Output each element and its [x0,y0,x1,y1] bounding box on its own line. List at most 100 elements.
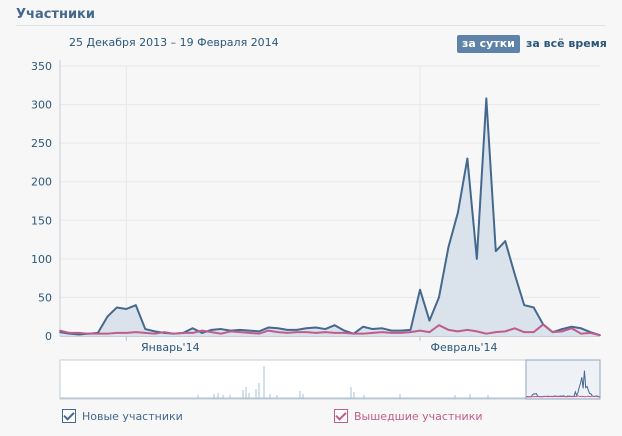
data-point-new [513,273,516,276]
legend-left-members[interactable]: Вышедшие участники [334,409,483,424]
series-points-left [59,323,601,337]
data-point-new [580,327,582,330]
data-point-left [457,330,459,333]
data-point-left [239,331,241,333]
data-point-left [476,330,478,333]
data-point-left [494,331,497,333]
data-point-new [343,329,346,332]
data-point-new [239,329,241,331]
data-point-left [97,332,99,335]
data-point-new [400,329,402,332]
data-point-new [561,328,563,330]
data-point-new [371,328,374,330]
data-point-new [324,328,327,330]
data-point-left [352,332,355,335]
data-point-left [153,332,156,335]
data-point-new [201,332,203,334]
data-point-left [182,332,184,334]
data-point-new [78,333,80,336]
data-point-left [201,329,203,332]
data-point-left [551,331,554,333]
data-point-left [419,329,421,332]
data-point-left [580,332,582,335]
data-point-new [438,296,440,299]
y-tick-label: 100 [31,253,52,266]
data-point-left [267,329,270,332]
navigator-frame [59,359,601,400]
data-point-new [419,288,421,291]
data-point-left [362,332,364,335]
data-point-left [59,329,61,332]
y-tick-label: 350 [31,60,52,73]
all-time-button[interactable]: за всё время [526,37,607,50]
data-point-left [220,332,222,335]
data-point-new [447,246,450,249]
legend-new-label: Новые участники [82,410,183,423]
series-line-left [59,323,601,337]
data-point-new [106,315,109,318]
data-point-left [144,332,147,334]
data-point-left [438,324,440,327]
data-point-new [476,258,478,260]
legend-new-members[interactable]: Новые участники [62,409,183,424]
data-point-new [390,329,393,332]
data-point-left [125,332,128,334]
data-point-new [428,319,431,322]
data-point-left [163,331,166,333]
data-point-new [504,240,507,242]
y-tick-label: 50 [38,291,52,304]
data-point-left [589,332,592,334]
data-point-new [191,327,194,330]
data-point-new [381,327,383,330]
data-point-left [277,331,279,333]
data-point-left [229,330,232,333]
data-point-left [286,332,289,334]
data-point-left [68,332,71,334]
x-tick-label: Январь'14 [141,341,200,354]
data-point-left [561,330,563,333]
data-point-left [106,332,109,335]
date-range-label: 25 Декабря 2013 – 19 Февраля 2014 [69,36,279,49]
data-point-new [125,308,128,310]
data-point-new [305,327,308,330]
data-point-new [466,157,469,160]
checkbox-checked-icon[interactable] [62,409,76,423]
checkbox-checked-icon[interactable] [334,409,348,423]
data-point-left [333,332,336,334]
series-area-new [60,98,600,337]
data-point-left [542,323,544,326]
navigator-series-left [525,395,601,398]
y-tick-label: 300 [31,99,52,112]
data-point-left [305,331,308,333]
per-day-button[interactable]: за сутки [457,35,520,53]
data-point-new [59,331,61,333]
navigator-window [525,359,601,400]
data-point-new [457,211,459,214]
legend-left-label: Вышедшие участники [354,410,483,423]
data-point-left [324,331,327,333]
x-tick-label: Февраль'14 [431,341,498,354]
data-point-new [523,304,526,306]
data-point-left [532,331,535,333]
data-point-new [362,325,364,328]
data-point-left [485,332,488,335]
data-point-left [343,332,346,334]
data-point-left [504,330,507,333]
data-point-left [371,332,374,334]
data-point-new [409,329,412,331]
data-point-left [400,332,402,334]
data-point-new [485,97,488,100]
data-point-left [523,331,526,333]
data-point-left [390,332,393,334]
page-title: Участники [16,7,95,22]
data-point-new [134,304,137,306]
data-point-new [248,329,251,332]
data-point-new [314,326,317,329]
y-tick-label: 200 [31,176,52,189]
data-point-left [513,327,516,330]
data-point-left [134,331,137,333]
series-line-new [59,97,601,337]
data-point-left [258,332,260,335]
